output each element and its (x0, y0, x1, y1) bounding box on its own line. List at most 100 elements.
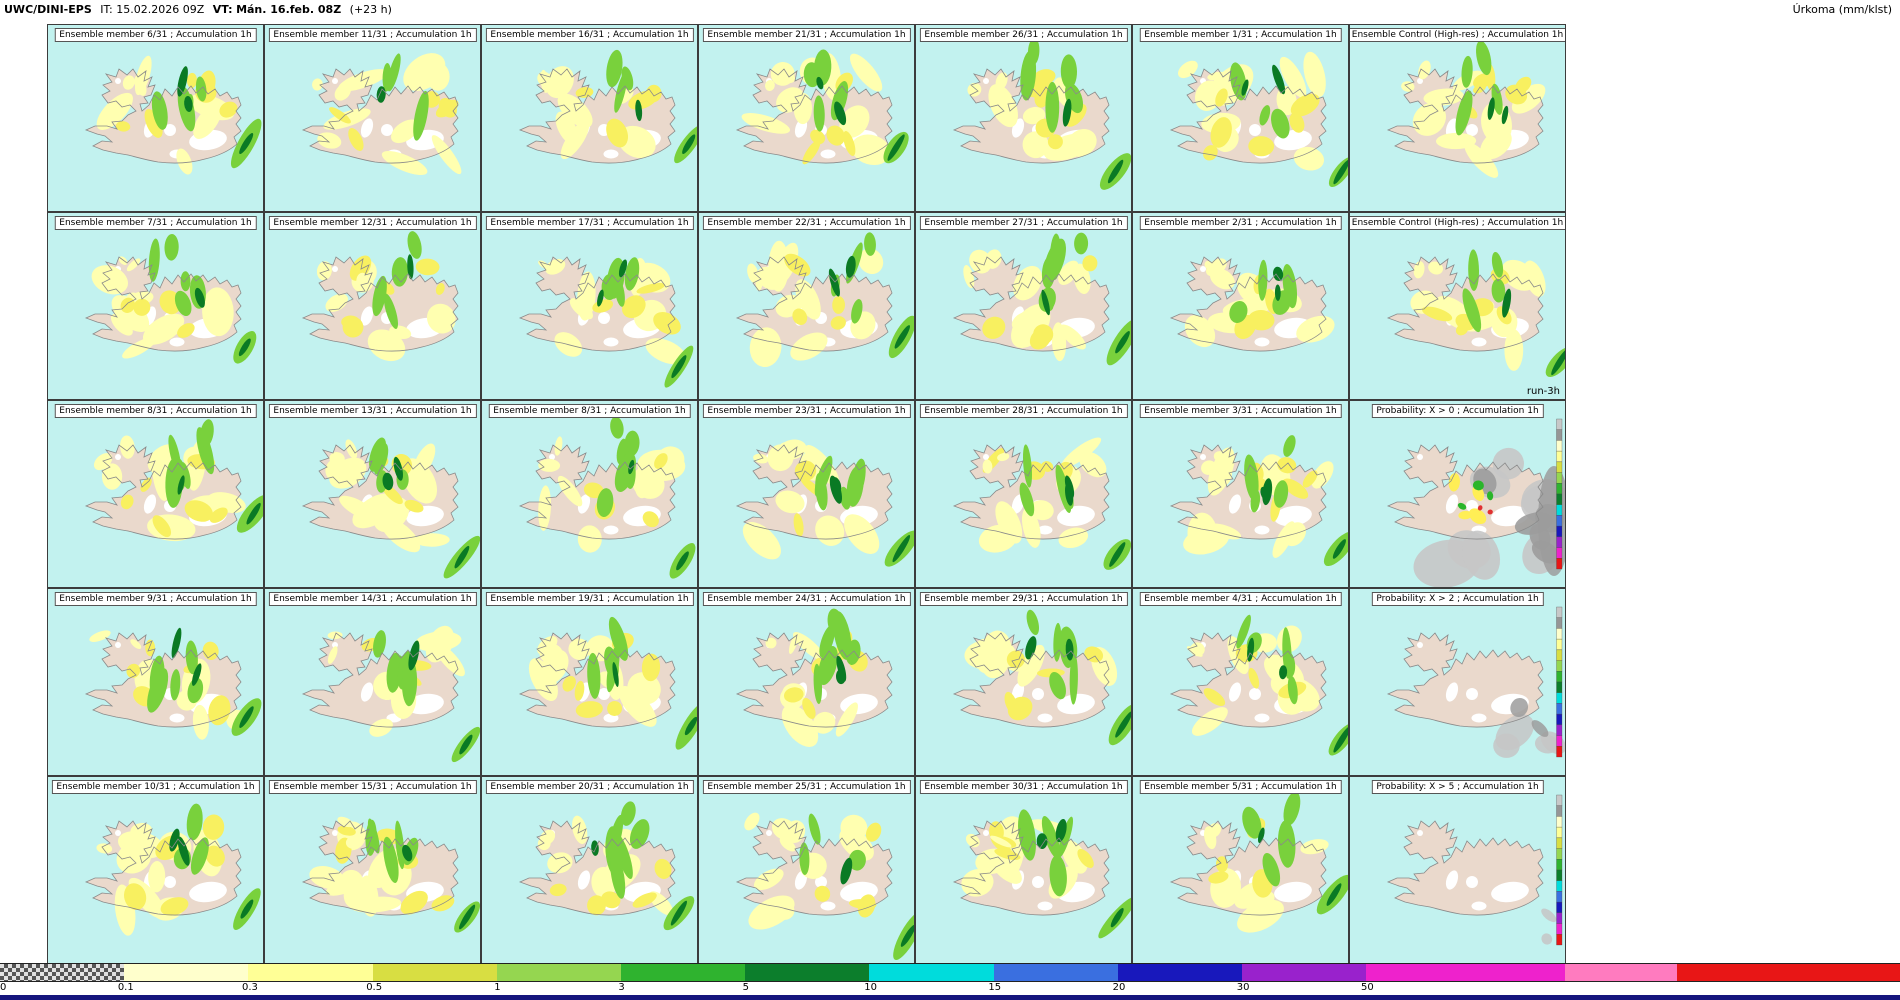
iceland-map (482, 401, 697, 587)
map-panel: Ensemble member 3/31 ; Accumulation 1h (1132, 400, 1349, 588)
iceland-map (48, 589, 263, 775)
panel-title: Ensemble member 26/31 ; Accumulation 1h (919, 28, 1128, 42)
panel-title: Ensemble member 1/31 ; Accumulation 1h (1139, 28, 1342, 42)
colorbar-tick-label: 0.3 (242, 982, 258, 993)
panel-title: Ensemble member 5/31 ; Accumulation 1h (1139, 780, 1342, 794)
map-panel: Ensemble Control (High-res) ; Accumulati… (1349, 212, 1566, 400)
valid-time-value: Mán. 16.feb. 08Z (236, 3, 342, 16)
iceland-map (482, 589, 697, 775)
iceland-map (1350, 401, 1565, 587)
map-panel: Ensemble member 16/31 ; Accumulation 1h (481, 24, 698, 212)
colorbar-tick-label: 0 (0, 982, 7, 993)
colorbar-segment (0, 964, 125, 981)
map-panel: Ensemble member 22/31 ; Accumulation 1h (698, 212, 915, 400)
map-panel: Ensemble member 13/31 ; Accumulation 1h (264, 400, 481, 588)
iceland-map (48, 401, 263, 587)
colorbar-segment (1564, 964, 1677, 981)
lead-time: (+23 h) (349, 3, 392, 16)
run-info: UWC/DINI-EPS IT: 15.02.2026 09Z VT: Mán.… (4, 3, 392, 22)
colorbar-tick-label: 50 (1360, 982, 1374, 993)
panel-title: Ensemble member 3/31 ; Accumulation 1h (1139, 404, 1342, 418)
map-panel: Ensemble member 23/31 ; Accumulation 1h (698, 400, 915, 588)
iceland-map (699, 401, 914, 587)
iceland-map (482, 25, 697, 211)
map-panel: Ensemble member 4/31 ; Accumulation 1h (1132, 588, 1349, 776)
map-panel: Ensemble Control (High-res) ; Accumulati… (1349, 24, 1566, 212)
panel-title: Ensemble member 28/31 ; Accumulation 1h (919, 404, 1128, 418)
colorbar-tick-label: 10 (864, 982, 877, 993)
map-panel: Ensemble member 28/31 ; Accumulation 1h (915, 400, 1132, 588)
colorbar-segment (993, 964, 1118, 981)
colorbar-footer: 0 0.1 0.3 0.5 1 3 5 10 15 20 30 50 (0, 963, 1900, 1000)
map-panel: Ensemble member 7/31 ; Accumulation 1h (47, 212, 264, 400)
iceland-map (1133, 25, 1348, 211)
panel-title: Probability: X > 0 ; Accumulation 1h (1371, 404, 1544, 418)
colorbar-segment (372, 964, 497, 981)
panel-title: Ensemble member 19/31 ; Accumulation 1h (485, 592, 694, 606)
colorbar (0, 963, 1900, 982)
iceland-map (699, 25, 914, 211)
panel-title: Probability: X > 5 ; Accumulation 1h (1371, 780, 1544, 794)
panel-title: Ensemble member 25/31 ; Accumulation 1h (702, 780, 911, 794)
map-panel: Ensemble member 24/31 ; Accumulation 1h (698, 588, 915, 776)
iceland-map (48, 213, 263, 399)
colorbar-labels: 0 0.1 0.3 0.5 1 3 5 10 15 20 30 50 (0, 982, 1900, 995)
map-panel: Ensemble member 14/31 ; Accumulation 1h (264, 588, 481, 776)
colorbar-tick-label: 1 (494, 982, 501, 993)
map-panel: Ensemble member 9/31 ; Accumulation 1h (47, 588, 264, 776)
map-panel: Probability: X > 5 ; Accumulation 1h (1349, 776, 1566, 964)
iceland-map (916, 213, 1131, 399)
colorbar-segment (1117, 964, 1242, 981)
iceland-map (916, 589, 1131, 775)
panel-title: Ensemble member 22/31 ; Accumulation 1h (702, 216, 911, 230)
panel-title: Ensemble member 24/31 ; Accumulation 1h (702, 592, 911, 606)
colorbar-segment (1241, 964, 1367, 981)
panel-title: Ensemble member 6/31 ; Accumulation 1h (54, 28, 257, 42)
colorbar-tick-label (1677, 982, 1900, 995)
run-offset-note: run-3h (1526, 386, 1560, 397)
panel-title: Ensemble member 12/31 ; Accumulation 1h (268, 216, 477, 230)
header: UWC/DINI-EPS IT: 15.02.2026 09Z VT: Mán.… (0, 0, 1900, 22)
iceland-map (265, 589, 480, 775)
map-panel: Ensemble member 8/31 ; Accumulation 1h (481, 400, 698, 588)
iceland-map (699, 589, 914, 775)
colorbar-segment (1676, 964, 1900, 981)
panel-title: Ensemble member 23/31 ; Accumulation 1h (702, 404, 911, 418)
iceland-map (265, 25, 480, 211)
iceland-map (265, 213, 480, 399)
panel-title: Ensemble member 7/31 ; Accumulation 1h (54, 216, 257, 230)
map-panel: Ensemble member 19/31 ; Accumulation 1h (481, 588, 698, 776)
panel-title: Ensemble member 16/31 ; Accumulation 1h (485, 28, 694, 42)
iceland-map (916, 401, 1131, 587)
colorbar-segment (124, 964, 249, 981)
iceland-map (699, 777, 914, 963)
colorbar-tick-label: 15 (988, 982, 1002, 993)
iceland-map (1133, 777, 1348, 963)
map-panel: Ensemble member 20/31 ; Accumulation 1h (481, 776, 698, 964)
panel-title: Ensemble member 29/31 ; Accumulation 1h (919, 592, 1128, 606)
init-time-label: IT: (100, 3, 113, 16)
map-panel: Ensemble member 27/31 ; Accumulation 1h (915, 212, 1132, 400)
colorbar-tick-label: 5 (742, 982, 749, 993)
map-panel: Ensemble member 26/31 ; Accumulation 1h (915, 24, 1132, 212)
colorbar-segment (496, 964, 621, 981)
colorbar-tick-label: 20 (1112, 982, 1126, 993)
panel-title: Ensemble member 8/31 ; Accumulation 1h (54, 404, 257, 418)
panel-title: Ensemble member 8/31 ; Accumulation 1h (488, 404, 691, 418)
map-panel: Ensemble member 8/31 ; Accumulation 1h (47, 400, 264, 588)
map-panel: Ensemble member 6/31 ; Accumulation 1h (47, 24, 264, 212)
map-panel: Ensemble member 30/31 ; Accumulation 1h (915, 776, 1132, 964)
map-panel: Ensemble member 12/31 ; Accumulation 1h (264, 212, 481, 400)
iceland-map (1350, 25, 1565, 211)
panel-title: Ensemble member 13/31 ; Accumulation 1h (268, 404, 477, 418)
iceland-map (1133, 401, 1348, 587)
iceland-map (1350, 777, 1565, 963)
panel-title: Probability: X > 2 ; Accumulation 1h (1371, 592, 1544, 606)
iceland-map (265, 777, 480, 963)
map-panel: Probability: X > 2 ; Accumulation 1h (1349, 588, 1566, 776)
colorbar-segment (1366, 964, 1565, 981)
iceland-map (1133, 589, 1348, 775)
map-panel: Ensemble member 5/31 ; Accumulation 1h (1132, 776, 1349, 964)
map-panel: Ensemble member 10/31 ; Accumulation 1h (47, 776, 264, 964)
iceland-map (482, 777, 697, 963)
